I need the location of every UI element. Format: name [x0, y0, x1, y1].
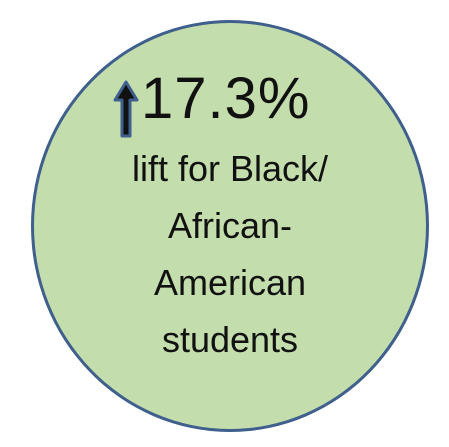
up-arrow-icon	[113, 80, 139, 138]
caption-line: African-	[167, 205, 293, 246]
stat-circle	[31, 20, 429, 432]
caption-line: lift for Black/	[131, 148, 329, 189]
caption-line: American	[153, 262, 307, 303]
caption-line: students	[161, 319, 299, 360]
stat-caption: lift for Black/ African- American studen…	[105, 140, 355, 368]
stat-value: 17.3%	[141, 66, 311, 131]
